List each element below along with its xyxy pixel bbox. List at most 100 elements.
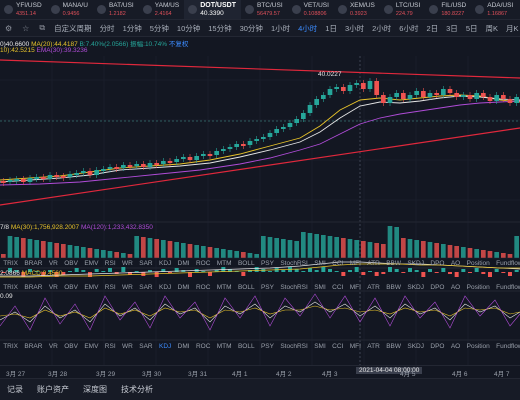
ticker-item[interactable]: BAT/USI 1.2182 (93, 0, 139, 19)
lower-trendline[interactable] (0, 127, 520, 206)
indicator-tab-vr[interactable]: VR (48, 343, 58, 350)
indicator-tab-cci[interactable]: CCI (332, 284, 344, 291)
indicator-tab-emv[interactable]: EMV (84, 343, 99, 350)
indicator-tab-rsi[interactable]: RSI (104, 260, 116, 267)
indicator-tab-boll[interactable]: BOLL (237, 343, 255, 350)
indicator-tab-skdj[interactable]: SKDJ (407, 260, 424, 267)
interval-3[interactable]: 10分钟 (176, 23, 201, 33)
indicator-tab-rsi[interactable]: RSI (104, 284, 116, 291)
indicator-tab-dmi[interactable]: DMI (177, 343, 190, 350)
indicator-tab-smi[interactable]: SMI (314, 343, 326, 350)
interval-16[interactable]: 月K (506, 23, 519, 33)
indicator-tab-obv[interactable]: OBV (64, 343, 78, 350)
indicator-tab-trix[interactable]: TRIX (3, 260, 18, 267)
interval-8[interactable]: 1日 (325, 23, 337, 33)
indicator-tab-roc[interactable]: ROC (195, 343, 211, 350)
indicator-tab-position[interactable]: Position (466, 343, 490, 350)
indicator-tab-wr[interactable]: WR (122, 260, 133, 267)
indicator-tab-kdj[interactable]: KDJ (158, 343, 172, 350)
indicator-tab-atr[interactable]: ATR (367, 260, 380, 267)
indicator-tab-psy[interactable]: PSY (260, 284, 274, 291)
custom-cycle-dropdown[interactable]: 自定义周期 (54, 23, 92, 33)
indicator-tab-ao[interactable]: AO (450, 284, 461, 291)
interval-4[interactable]: 15分钟 (208, 23, 232, 33)
indicator-tab-kdj[interactable]: KDJ (158, 284, 172, 291)
bottom-tab-2[interactable]: 深度图 (83, 385, 107, 394)
indicator-tab-ao[interactable]: AO (450, 260, 461, 267)
indicator-tab-boll[interactable]: BOLL (237, 284, 255, 291)
indicator-tab-kdj[interactable]: KDJ (158, 260, 172, 267)
indicator-tab-mfi[interactable]: MFI (349, 284, 361, 291)
indicator-tab-psy[interactable]: PSY (260, 343, 274, 350)
indicator-tab-smi[interactable]: SMI (314, 284, 326, 291)
indicator-tab-position[interactable]: Position (466, 260, 490, 267)
bottom-tab-3[interactable]: 技术分析 (121, 385, 153, 394)
ticker-item[interactable]: FIL/USD 180.8227 (425, 0, 471, 19)
upper-trendline[interactable] (0, 59, 520, 79)
indicator-tab-roc[interactable]: ROC (195, 260, 211, 267)
ticker-item[interactable]: VET/USI 0.108806 (288, 0, 334, 19)
indicator-tab-boll[interactable]: BOLL (237, 260, 255, 267)
indicator-tab-dmi[interactable]: DMI (177, 260, 190, 267)
settings-icon[interactable]: ⚙ (5, 23, 13, 33)
indicator-tab-brar[interactable]: BRAR (24, 343, 43, 350)
indicator-tab-psy[interactable]: PSY (260, 260, 274, 267)
indicator-tab-mtm[interactable]: MTM (216, 343, 232, 350)
indicator-tab-vr[interactable]: VR (48, 284, 58, 291)
indicator-tab-obv[interactable]: OBV (64, 284, 78, 291)
bottom-tab-1[interactable]: 账户资产 (37, 385, 69, 394)
interval-12[interactable]: 2日 (426, 23, 439, 33)
indicator-tab-cci[interactable]: CCI (332, 260, 344, 267)
fullscreen-icon[interactable]: ⧉ (39, 23, 46, 32)
indicator-tab-atr[interactable]: ATR (367, 284, 380, 291)
indicator-tab-emv[interactable]: EMV (84, 284, 99, 291)
indicator-tab-stochrsi[interactable]: StochRSI (280, 284, 308, 291)
interval-5[interactable]: 30分钟 (239, 23, 263, 33)
indicator-tab-emv[interactable]: EMV (84, 260, 99, 267)
indicator-tab-brar[interactable]: BRAR (24, 284, 43, 291)
ticker-item[interactable]: ADA/USI 1.16867 (471, 0, 518, 19)
interval-13[interactable]: 3日 (446, 23, 458, 33)
indicator-tab-smi[interactable]: SMI (314, 260, 326, 267)
indicator-tab-mtm[interactable]: MTM (216, 284, 232, 291)
indicator-tab-mtm[interactable]: MTM (216, 260, 232, 267)
indicator-tab-stochrsi[interactable]: StochRSI (280, 343, 308, 350)
indicator-tab-wr[interactable]: WR (122, 343, 133, 350)
indicator-tab-fundflow[interactable]: Fundflow (496, 284, 520, 291)
interval-14[interactable]: 5日 (465, 23, 478, 33)
indicator-tab-bbw[interactable]: BBW (386, 260, 401, 267)
interval-15[interactable]: 周K (485, 23, 498, 33)
indicator-tab-dpo[interactable]: DPO (430, 343, 445, 350)
ticker-item[interactable]: YAM/US 2.4164 (139, 0, 184, 19)
indicator-tab-atr[interactable]: ATR (367, 343, 380, 350)
indicator-tab-skdj[interactable]: SKDJ (407, 284, 424, 291)
indicator-tab-sar[interactable]: SAR (139, 260, 153, 267)
indicator-tab-dpo[interactable]: DPO (430, 284, 445, 291)
interval-9[interactable]: 3小时 (344, 23, 365, 33)
ticker-item[interactable]: YFI/USD 4351.14 (0, 0, 47, 19)
indicator-tab-mfi[interactable]: MFI (349, 343, 361, 350)
interval-1[interactable]: 1分钟 (122, 23, 142, 33)
interval-10[interactable]: 2小时 (372, 23, 392, 33)
indicator-tab-rsi[interactable]: RSI (104, 343, 116, 350)
indicator-tab-stochrsi[interactable]: StochRSI (280, 260, 308, 267)
ticker-item[interactable]: DOT/USDT 40.3390 (184, 0, 241, 19)
indicator-tab-dpo[interactable]: DPO (430, 260, 445, 267)
indicator-tab-bbw[interactable]: BBW (386, 343, 401, 350)
interval-6[interactable]: 1小时 (270, 23, 291, 33)
indicator-tab-fundflow[interactable]: Fundflow (496, 343, 520, 350)
indicator-tab-bbw[interactable]: BBW (386, 284, 401, 291)
indicator-tab-roc[interactable]: ROC (195, 284, 211, 291)
indicator-tab-dmi[interactable]: DMI (177, 284, 190, 291)
indicator-tab-mfi[interactable]: MFI (349, 260, 361, 267)
indicator-tab-brar[interactable]: BRAR (24, 260, 43, 267)
ticker-item[interactable]: LTC/USI 224.79 (380, 0, 425, 19)
interval-11[interactable]: 6小时 (399, 23, 419, 33)
interval-7[interactable]: 4小时 (298, 23, 318, 33)
bottom-tab-0[interactable]: 记录 (7, 385, 23, 394)
indicator-tab-trix[interactable]: TRIX (3, 284, 18, 291)
indicator-tab-skdj[interactable]: SKDJ (407, 343, 424, 350)
indicator-tab-ao[interactable]: AO (450, 343, 461, 350)
indicator-tab-trix[interactable]: TRIX (3, 343, 18, 350)
